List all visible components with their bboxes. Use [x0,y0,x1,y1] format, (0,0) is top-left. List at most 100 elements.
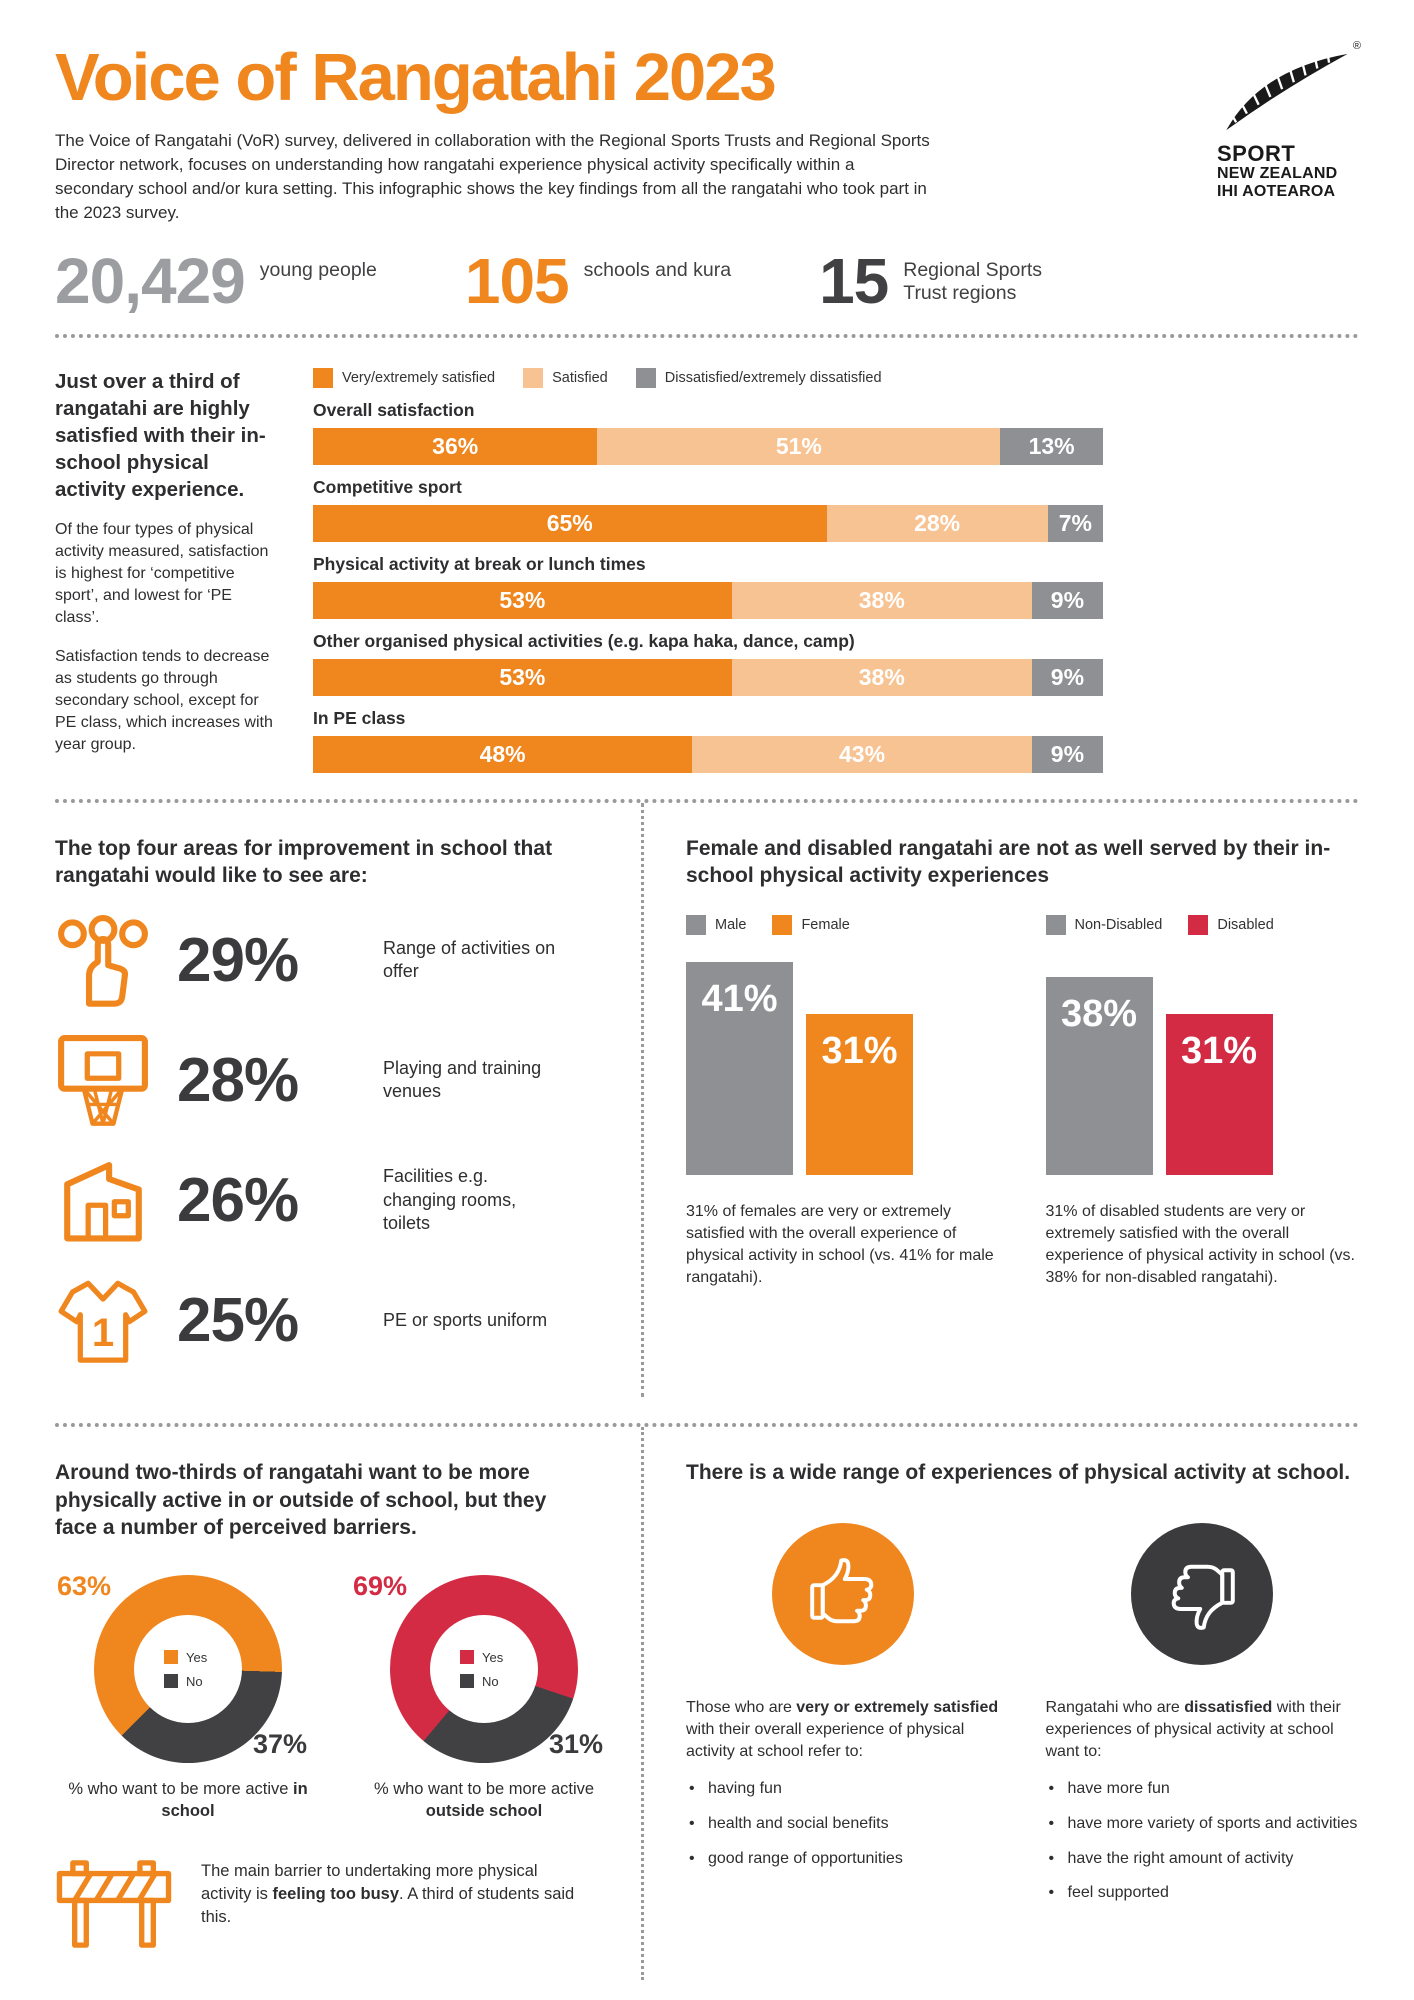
satisfaction-bar-row: Competitive sport 65% 28% 7% [313,477,1103,542]
bar-segment: 13% [1000,427,1103,465]
legend-item: Disabled [1188,915,1274,936]
barriers-heading: Around two-thirds of rangatahi want to b… [55,1461,547,1540]
donut-legend: Yes No [430,1615,538,1724]
bar-category-label: Other organised physical activities (e.g… [313,630,855,651]
donut-chart: Yes No [94,1575,282,1764]
legend-item: Very/extremely satisfied [313,367,495,388]
roadblock-icon [55,1856,173,1952]
page-title: Voice of Rangatahi 2023 [55,40,777,115]
dotted-divider [55,798,1359,803]
experiences-panel: There is a wide range of experiences of … [641,1427,1359,1981]
improvement-row: 28% Playing and training venues [55,1031,619,1129]
key-stats-row: 20,429 young people 105 schools and kura… [55,244,1359,317]
satisfaction-heading: Just over a third of rangatahi are highl… [55,369,266,502]
bar-category-label: Competitive sport [313,476,462,497]
donut-yes-percent: 63% [57,1571,112,1602]
bar-segment: 65% [313,504,827,542]
bar-segment: 38% [731,581,1032,619]
improvement-label: Range of activities on offer [383,938,556,982]
satisfied-bullet-list: having fun health and social benefits good… [686,1779,1000,1869]
equity-bars: 38% 31% [1045,959,1360,1176]
dissatisfied-column: Rangatahi who are dissatisfied with thei… [1046,1513,1360,1904]
stacked-bar: 53% 38% 9% [313,658,1103,696]
legend-label: Male [715,917,747,934]
bar-category-label: Overall satisfaction [313,399,475,420]
thumbs-up-icon [771,1522,914,1665]
improvement-row: 1 25% PE or sports uniform [55,1271,619,1369]
legend-item-yes: Yes [164,1650,242,1665]
stat-value: 15 [819,244,889,317]
stat-young-people: 20,429 young people [55,248,377,312]
equity-legend: Non-Disabled Disabled [1045,915,1360,936]
satisfaction-body-2: Satisfaction tends to decrease as studen… [55,647,273,753]
legend-item: Satisfied [523,367,608,388]
bottom-section: Around two-thirds of rangatahi want to b… [55,1427,1359,1981]
equity-heading: Female and disabled rangatahi are not as… [686,836,1331,888]
uniform-icon: 1 [55,1271,151,1369]
legend-item-no: No [164,1674,242,1689]
bar-segment: 53% [313,581,732,619]
legend-label: Disabled [1217,917,1274,934]
legend-item: Female [772,915,850,936]
satisfied-column: Those who are very or extremely satisfie… [686,1513,1000,1904]
equity-bar: 41% [686,962,793,1176]
experiences-columns: Those who are very or extremely satisfie… [686,1513,1359,1904]
bar-segment: 48% [313,735,693,773]
bar-segment: 43% [692,735,1032,773]
yes-swatch [164,1650,178,1665]
logo-text-new-zealand: NEW ZEALAND [1217,165,1338,183]
equity-bar: 31% [806,1014,913,1176]
legend-label: Female [801,917,850,934]
no-swatch [164,1674,178,1689]
improvement-label: Playing and training venues [383,1058,542,1102]
satisfaction-bar-row: In PE class 48% 43% 9% [313,708,1103,773]
donut-no-percent: 37% [252,1729,307,1760]
stat-schools: 105 schools and kura [465,248,731,312]
stacked-bar-chart: Overall satisfaction 36% 51% 13% Competitive… [313,400,1103,773]
bar-segment: 51% [597,427,1001,465]
choice-icon [55,911,151,1009]
equity-bar: 31% [1165,1014,1273,1176]
basketball-hoop-icon [55,1031,151,1129]
satisfaction-body-1: Of the four types of physical activity m… [55,521,269,627]
donut-charts-row: 63% Yes No 37% [55,1559,619,1822]
stacked-bar: 36% 51% 13% [313,427,1103,465]
legend-label: Dissatisfied/extremely dissatisfied [664,369,882,386]
improvement-percent: 29% [177,925,299,995]
legend-item: Non-Disabled [1045,915,1162,936]
improvement-percent: 26% [177,1165,299,1235]
bullet-item: have more fun [1046,1779,1360,1800]
donut-caption: % who want to be more active outside sch… [373,1780,595,1820]
improvement-label: PE or sports uniform [383,1309,548,1330]
satisfied-intro: Those who are very or extremely satisfie… [686,1698,999,1760]
intro-text: The Voice of Rangatahi (VoR) survey, del… [55,131,930,223]
donut-chart: Yes No [390,1575,578,1764]
legend-swatch [772,915,793,936]
bar-category-label: In PE class [313,707,406,728]
equity-caption: 31% of disabled students are very or ext… [1045,1203,1355,1286]
legend-label: Satisfied [552,369,608,386]
equity-caption: 31% of females are very or extremely sat… [686,1203,994,1286]
dotted-divider [55,333,1359,338]
sport-nz-logo: ® SPORT NEW ZEALAND IHI AOTEAROA [1217,40,1361,202]
legend-swatch [523,367,544,388]
registered-trademark: ® [1352,40,1361,52]
bar-segment: 9% [1031,658,1103,696]
experiences-heading: There is a wide range of experiences of … [686,1461,1351,1485]
donut-outside-school: 69% Yes No 31% [351,1559,617,1822]
improvement-percent: 28% [177,1045,299,1115]
stat-label: young people [259,258,377,281]
legend-label: No [186,1673,203,1689]
stat-regions: 15 Regional Sports Trust regions [819,244,1058,317]
bullet-item: feel supported [1046,1883,1360,1904]
legend-swatch [1045,915,1066,936]
dissatisfied-bullet-list: have more fun have more variety of sports… [1046,1779,1360,1904]
bullet-item: health and social benefits [686,1814,1000,1835]
bar-segment: 7% [1047,504,1103,542]
donut-yes-percent: 69% [353,1571,408,1602]
bullet-item: have more variety of sports and activiti… [1046,1814,1360,1835]
dotted-divider [55,1423,1359,1428]
legend-swatch [686,915,706,936]
legend-swatch [1188,915,1209,936]
